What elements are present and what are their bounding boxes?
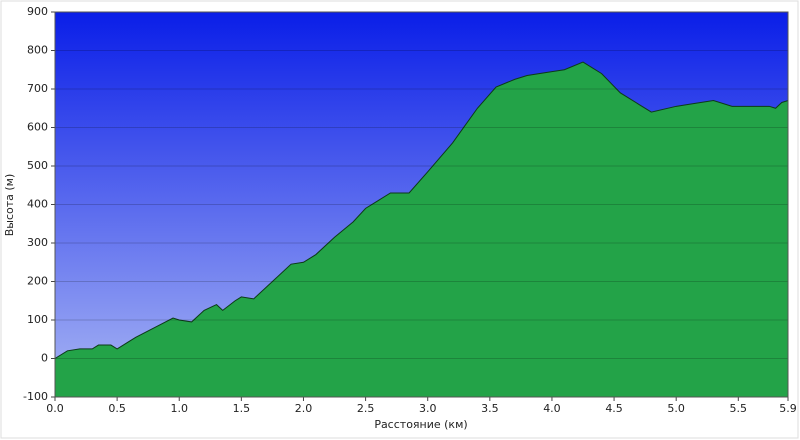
x-tick-label: 1.5 — [233, 402, 251, 415]
y-tick-label: 0 — [41, 352, 48, 365]
x-tick-label: 5.5 — [730, 402, 748, 415]
y-tick-label: 900 — [27, 5, 48, 18]
y-tick-label: 500 — [27, 159, 48, 172]
x-tick-label: 5.0 — [667, 402, 685, 415]
y-tick-label: 100 — [27, 313, 48, 326]
y-tick-label: 700 — [27, 82, 48, 95]
x-tick-label: 3.0 — [419, 402, 437, 415]
plot-border — [54, 11, 789, 398]
y-tick-label: 300 — [27, 236, 48, 249]
y-tick-label: 400 — [27, 198, 48, 211]
y-axis-title: Высота (м) — [3, 174, 16, 237]
x-tick-label: 0.5 — [108, 402, 126, 415]
x-tick-label: 4.0 — [543, 402, 561, 415]
y-tick-label: 200 — [27, 275, 48, 288]
x-tick-label: 4.5 — [605, 402, 623, 415]
x-tick-label: 1.0 — [170, 402, 188, 415]
elevation-area — [54, 61, 789, 398]
x-tick-label: 5.9 — [779, 402, 797, 415]
x-tick-label: 2.5 — [357, 402, 375, 415]
x-axis-title: Расстояние (км) — [374, 418, 467, 431]
y-tick-label: 800 — [27, 44, 48, 57]
y-tick-label: -100 — [23, 390, 48, 403]
x-tick-label: 3.5 — [481, 402, 499, 415]
x-tick-label: 2.0 — [295, 402, 313, 415]
y-tick-label: 600 — [27, 121, 48, 134]
x-tick-label: 0.0 — [46, 402, 64, 415]
